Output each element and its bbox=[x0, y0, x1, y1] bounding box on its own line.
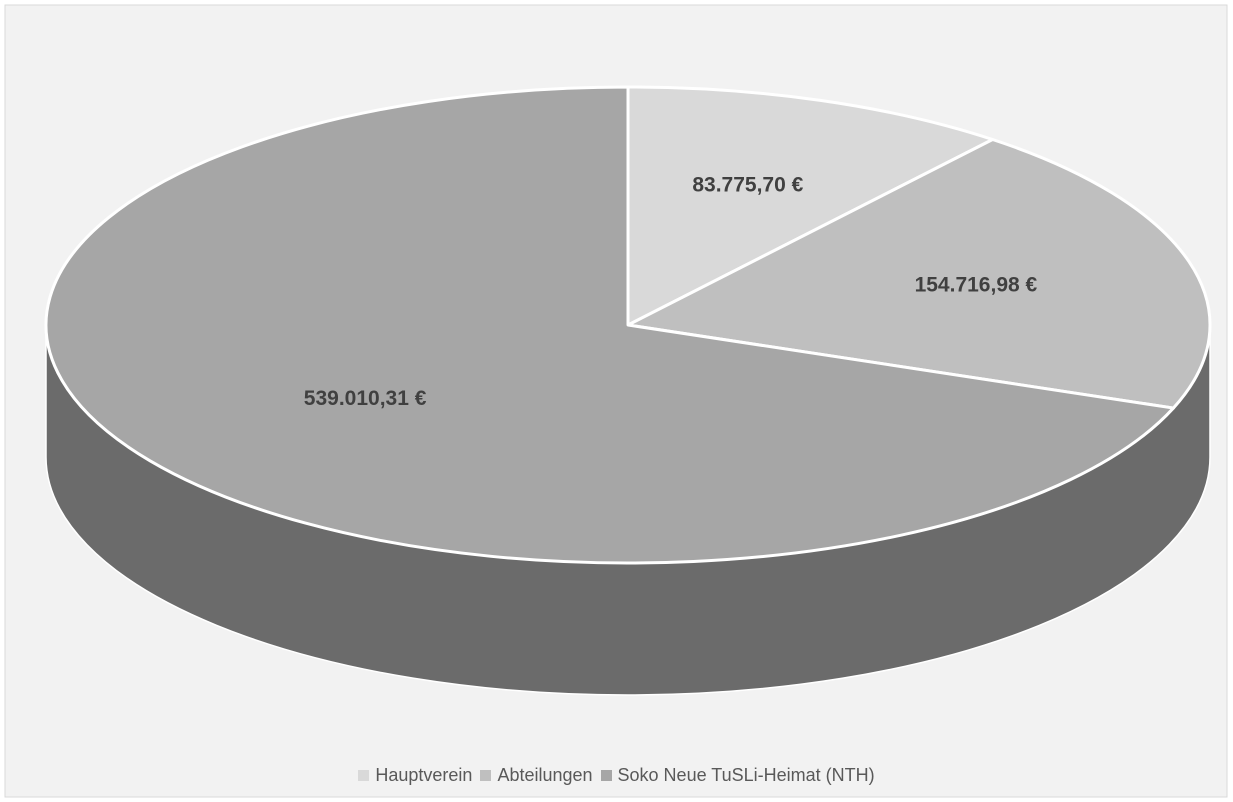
legend-entry-soko-nth: Soko Neue TuSLi-Heimat (NTH) bbox=[600, 764, 875, 786]
pie-slice-abteilungen bbox=[626, 137, 1212, 410]
data-label-abteilungen: 154.716,98 € bbox=[915, 273, 1038, 296]
pie-slice-hauptverein bbox=[626, 85, 995, 327]
legend-entry-abteilungen: Abteilungen bbox=[480, 764, 593, 786]
pie-labels-group: 83.775,70 € 154.716,98 € 539.010,31 € bbox=[304, 173, 1038, 410]
legend-entry-hauptverein: Hauptverein bbox=[358, 765, 472, 786]
legend: Hauptverein Abteilungen Soko Neue TuSLi-He… bbox=[0, 760, 1233, 790]
legend-label-soko-nth: Soko Neue TuSLi-Heimat (NTH) bbox=[617, 764, 875, 785]
legend-swatch-abteilungen bbox=[480, 769, 492, 781]
data-label-soko-nth: 539.010,31 € bbox=[304, 387, 427, 410]
legend-swatch-hauptverein bbox=[358, 769, 370, 781]
pie-slice-soko-nth bbox=[44, 85, 1175, 565]
legend-swatch-soko-nth bbox=[600, 769, 612, 781]
data-label-hauptverein: 83.775,70 € bbox=[692, 173, 803, 196]
legend-label-hauptverein: Hauptverein bbox=[375, 764, 473, 785]
legend-label-abteilungen: Abteilungen bbox=[497, 764, 593, 785]
pie-slices-group bbox=[44, 85, 1212, 565]
